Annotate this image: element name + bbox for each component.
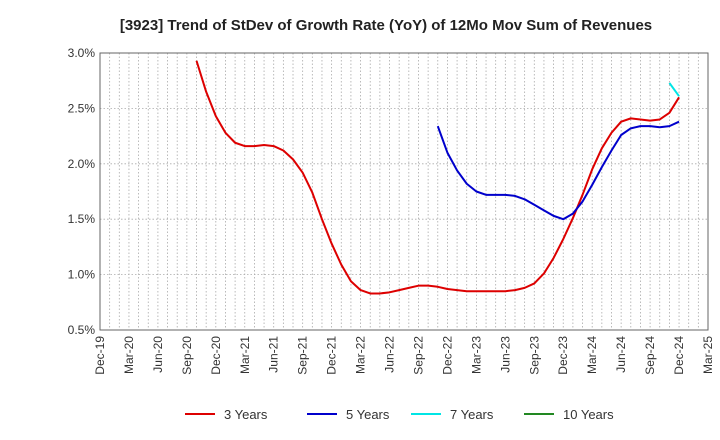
grid [100,53,708,330]
x-tick-label: Sep-20 [180,336,194,375]
legend: 3 Years 5 Years 7 Years 10 Years [185,407,614,422]
x-tick-label: Jun-20 [151,336,165,373]
x-tick-label: Mar-21 [238,336,252,374]
x-tick-label: Mar-24 [585,336,599,374]
y-tick-label: 1.0% [68,268,96,282]
legend-label: 3 Years [224,407,268,422]
x-tick-label: Mar-23 [469,336,483,374]
legend-item: 3 Years [185,407,268,422]
x-tick-label: Dec-22 [440,336,454,375]
legend-label: 5 Years [346,407,390,422]
x-tick-label: Mar-20 [122,336,136,374]
legend-item: 7 Years [411,407,494,422]
x-tick-label: Jun-23 [498,336,512,373]
series-line [195,60,680,295]
plot-frame [99,52,709,331]
y-axis: 0.5% 1.0% 1.5% 2.0% 2.5% 3.0% [68,46,96,337]
x-tick-label: Dec-24 [672,336,686,375]
x-tick-label: Sep-22 [411,336,425,375]
legend-item: 5 Years [307,407,390,422]
x-tick-label: Mar-22 [354,336,368,374]
x-tick-label: Mar-25 [701,336,715,374]
x-tick-label: Jun-24 [614,336,628,373]
x-tick-label: Jun-22 [383,336,397,373]
series-lines [195,60,680,295]
x-tick-label: Dec-19 [93,336,107,375]
legend-label: 7 Years [450,407,494,422]
y-tick-label: 3.0% [68,46,96,60]
x-tick-label: Dec-23 [556,336,570,375]
y-tick-label: 0.5% [68,323,96,337]
legend-item: 10 Years [524,407,614,422]
x-axis: Dec-19 Mar-20 Jun-20 Sep-20 Dec-20 Mar-21 Jun-… [93,336,715,375]
x-tick-label: Dec-20 [209,336,223,375]
x-tick-label: Dec-21 [325,336,339,375]
chart-title: [3923] Trend of StDev of Growth Rate (Yo… [120,17,652,34]
series-line [436,120,680,221]
x-tick-label: Jun-21 [267,336,281,373]
series-line [668,82,680,97]
legend-label: 10 Years [563,407,614,422]
x-tick-label: Sep-23 [527,336,541,375]
x-tick-label: Sep-24 [643,336,657,375]
y-tick-label: 2.5% [68,101,96,115]
y-tick-label: 2.0% [68,157,96,171]
x-tick-label: Sep-21 [296,336,310,375]
y-tick-label: 1.5% [68,212,96,226]
